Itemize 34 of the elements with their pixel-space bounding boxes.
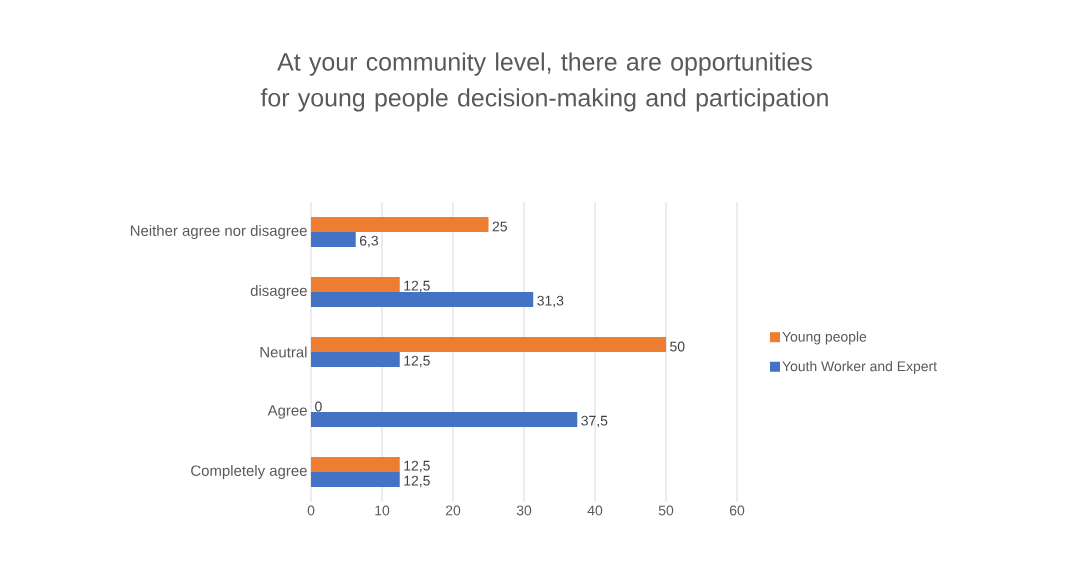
data-label: 12,5 bbox=[404, 355, 430, 368]
x-tick-label: 10 bbox=[375, 505, 390, 516]
data-label: 31,3 bbox=[537, 295, 564, 308]
x-tick-label: 30 bbox=[516, 505, 532, 516]
legend-label: Young people bbox=[782, 331, 867, 345]
y-tick-label: Neither agree nor disagree bbox=[130, 225, 307, 239]
data-label: 0 bbox=[315, 401, 322, 412]
x-tick-label: 60 bbox=[729, 505, 745, 516]
bar bbox=[311, 216, 489, 232]
data-label: 12,5 bbox=[404, 475, 430, 488]
bar bbox=[311, 456, 400, 472]
x-tick-label: 0 bbox=[307, 505, 315, 516]
data-label: 25 bbox=[492, 221, 507, 232]
data-label: 12,5 bbox=[404, 280, 430, 293]
bar bbox=[311, 336, 667, 352]
x-tick-label: 50 bbox=[658, 505, 674, 516]
y-tick-label: Agree bbox=[267, 405, 307, 419]
x-tick-label: 40 bbox=[587, 505, 603, 516]
chart-title: At your community level, there are opportunities for young people decision-making and participation bbox=[260, 52, 828, 112]
y-tick-label: Neutral bbox=[260, 346, 307, 358]
bar bbox=[311, 471, 400, 487]
data-label: 50 bbox=[670, 341, 685, 352]
data-label: 12,5 bbox=[404, 460, 430, 473]
y-tick-label: disagree bbox=[250, 285, 307, 299]
bar bbox=[311, 231, 356, 247]
y-tick-label: Completely agree bbox=[191, 465, 307, 479]
x-tick-label: 20 bbox=[445, 505, 461, 516]
data-label: 6,3 bbox=[359, 235, 379, 248]
bar bbox=[311, 351, 400, 367]
bar bbox=[311, 291, 534, 307]
legend-label: Youth Worker and Expert bbox=[782, 360, 937, 374]
data-label: 37,5 bbox=[581, 415, 608, 428]
bar bbox=[311, 411, 578, 427]
bar bbox=[311, 276, 400, 292]
